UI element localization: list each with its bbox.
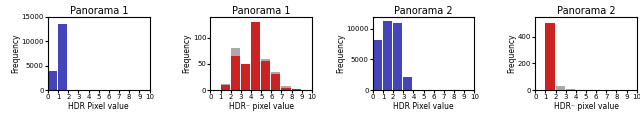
Bar [261, 61, 270, 90]
Bar [261, 59, 270, 90]
Bar [271, 74, 280, 90]
Bar [383, 21, 392, 90]
Bar [221, 84, 230, 90]
Y-axis label: Frequency: Frequency [336, 34, 345, 73]
Bar [271, 72, 280, 90]
X-axis label: HDR Pixel value: HDR Pixel value [394, 102, 454, 111]
Bar [556, 86, 564, 90]
Y-axis label: Frequency: Frequency [508, 34, 516, 73]
Title: Panorama 1: Panorama 1 [232, 6, 291, 16]
Bar [58, 24, 67, 90]
Bar [241, 64, 250, 90]
Bar [251, 40, 260, 90]
Y-axis label: Frequency: Frequency [182, 34, 191, 73]
Bar [48, 70, 57, 90]
Bar [373, 40, 382, 90]
Bar [282, 88, 291, 90]
Bar [221, 85, 230, 90]
Bar [292, 89, 301, 90]
X-axis label: HDR Pixel value: HDR Pixel value [68, 102, 129, 111]
Y-axis label: Frequency: Frequency [11, 34, 20, 73]
Bar [231, 56, 240, 90]
Bar [545, 71, 555, 90]
Bar [251, 22, 260, 90]
Title: Panorama 2: Panorama 2 [394, 6, 453, 16]
Title: Panorama 2: Panorama 2 [557, 6, 615, 16]
Bar [231, 48, 240, 90]
Title: Panorama 1: Panorama 1 [70, 6, 128, 16]
Bar [241, 64, 250, 90]
Bar [292, 89, 301, 90]
X-axis label: HDR⁻ pixel value: HDR⁻ pixel value [228, 102, 294, 111]
Bar [545, 23, 555, 90]
Bar [403, 77, 412, 90]
Bar [282, 86, 291, 90]
Bar [393, 23, 403, 90]
Bar [566, 89, 575, 90]
X-axis label: HDR⁻ pixel value: HDR⁻ pixel value [554, 102, 618, 111]
